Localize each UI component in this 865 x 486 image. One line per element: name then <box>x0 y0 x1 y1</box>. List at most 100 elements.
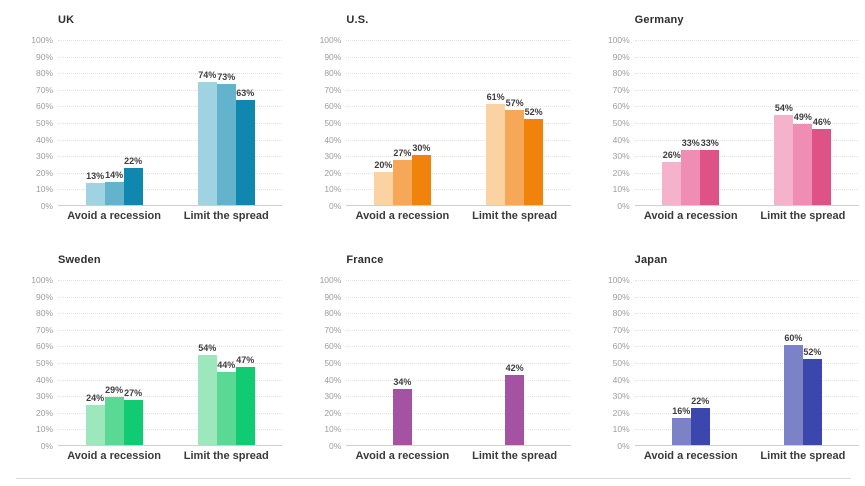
y-tick-label: 50% <box>324 358 342 368</box>
bar-value-label: 52% <box>524 106 543 117</box>
y-tick-label: 30% <box>324 151 342 162</box>
y-tick-label: 60% <box>612 101 630 112</box>
gridline <box>634 363 859 364</box>
gridline <box>58 189 283 191</box>
y-tick-label: 20% <box>612 167 630 178</box>
bar: 46% <box>812 117 832 205</box>
y-tick-label: 80% <box>324 308 342 319</box>
bar: 22% <box>123 156 143 205</box>
bar-group-limit-the-spread: 60% 52% <box>747 280 859 445</box>
y-tick-label: 0% <box>617 201 630 211</box>
y-tick-label: 70% <box>324 84 342 95</box>
y-tick-label: 80% <box>612 308 630 319</box>
y-tick-label: 20% <box>35 407 53 418</box>
chart-title: Japan <box>634 254 668 266</box>
x-category-label: Limit the spread <box>183 210 269 222</box>
y-tick-label: 90% <box>324 51 342 62</box>
bar: 61% <box>486 92 506 205</box>
bar-value-label: 14% <box>105 169 124 180</box>
x-axis-categories: Avoid a recession Limit the spread <box>346 450 570 462</box>
gridline <box>346 123 571 124</box>
x-axis-categories: Avoid a recession Limit the spread <box>635 450 859 462</box>
gridline <box>346 89 571 91</box>
gridline <box>634 379 859 381</box>
gridline <box>634 40 859 41</box>
bar-group-avoid-a-recession: 26% 33% 33% <box>635 40 747 205</box>
gridline <box>346 396 571 398</box>
chart-uk: UK 0% 10% 20% 30% 40% 50% 60% 70% 80% 90% 100% 13% 14… <box>0 2 288 242</box>
bar-group-limit-the-spread: 61% 57% 52% <box>459 40 571 205</box>
y-tick-label: 70% <box>612 84 630 95</box>
gridline <box>634 412 859 414</box>
gridline <box>58 313 283 315</box>
x-category-label: Avoid a recession <box>643 210 738 222</box>
gridline <box>634 189 859 191</box>
gridline <box>634 123 859 124</box>
bar-value-label: 73% <box>217 71 236 82</box>
bar-value-label: 22% <box>124 156 143 167</box>
gridline <box>634 329 859 331</box>
gridline <box>634 89 859 91</box>
y-tick-label: 50% <box>612 358 630 368</box>
y-tick-label: 0% <box>40 441 53 451</box>
y-tick-label: 20% <box>324 167 342 178</box>
y-tick-label: 0% <box>40 201 53 211</box>
y-tick-label: 10% <box>324 184 342 195</box>
bar-value-label: 52% <box>803 346 822 357</box>
gridline <box>58 123 283 124</box>
bar: 24% <box>85 393 105 445</box>
y-tick-label: 10% <box>324 424 342 435</box>
bar: 27% <box>392 148 412 205</box>
y-tick-label: 60% <box>35 341 53 352</box>
y-tick-label: 40% <box>612 374 630 385</box>
bar-value-label: 22% <box>691 396 710 407</box>
y-tick-label: 60% <box>324 101 342 112</box>
bar-value-label: 46% <box>812 116 831 127</box>
x-category-label: Avoid a recession <box>355 210 450 222</box>
x-category-label: Avoid a recession <box>355 450 450 462</box>
y-tick-label: 40% <box>324 374 342 385</box>
bar-value-label: 60% <box>784 333 803 344</box>
bar-value-label: 27% <box>124 388 143 399</box>
bars-area: 20% 27% 30% 61% 57% 52% <box>346 40 571 206</box>
gridline <box>346 172 571 174</box>
gridline <box>346 429 571 431</box>
gridline <box>634 396 859 398</box>
gridline <box>58 139 283 141</box>
x-category-label: Limit the spread <box>760 210 846 222</box>
plot-area: 0% 10% 20% 30% 40% 50% 60% 70% 80% 90% 100% 34% 42% <box>288 275 571 451</box>
gridline <box>634 172 859 174</box>
y-tick-label: 0% <box>329 441 342 451</box>
y-tick-label: 30% <box>35 151 53 162</box>
gridline <box>634 106 859 108</box>
gridline <box>346 56 571 58</box>
bar-value-label: 61% <box>486 91 505 102</box>
gridline <box>58 172 283 174</box>
y-tick-label: 0% <box>329 201 342 211</box>
gridline <box>634 429 859 431</box>
bar: 44% <box>216 360 236 445</box>
y-tick-label: 50% <box>324 118 342 128</box>
plot-area: 0% 10% 20% 30% 40% 50% 60% 70% 80% 90% 100% 26% 33% 3… <box>577 35 859 211</box>
x-category-label: Limit the spread <box>472 210 558 222</box>
gridline <box>346 313 571 315</box>
gridline <box>634 139 859 141</box>
y-tick-label: 60% <box>35 101 53 112</box>
y-tick-label: 60% <box>612 341 630 352</box>
bar: 54% <box>197 343 217 445</box>
gridline <box>346 280 571 281</box>
bar: 13% <box>85 171 105 205</box>
chart-u-s: U.S. 0% 10% 20% 30% 40% 50% 60% 70% 80% 90% 100% 20%… <box>288 2 576 242</box>
y-tick-label: 30% <box>324 391 342 402</box>
gridline <box>58 379 283 381</box>
bars-area: 26% 33% 33% 54% 49% 46% <box>634 40 859 206</box>
y-tick-label: 80% <box>35 308 53 319</box>
gridline <box>58 396 283 398</box>
y-tick-label: 80% <box>612 68 630 79</box>
bar-value-label: 33% <box>681 138 700 149</box>
x-axis-categories: Avoid a recession Limit the spread <box>346 210 570 222</box>
bar: 60% <box>783 333 803 445</box>
gridline <box>346 189 571 191</box>
bar-value-label: 26% <box>662 149 681 160</box>
